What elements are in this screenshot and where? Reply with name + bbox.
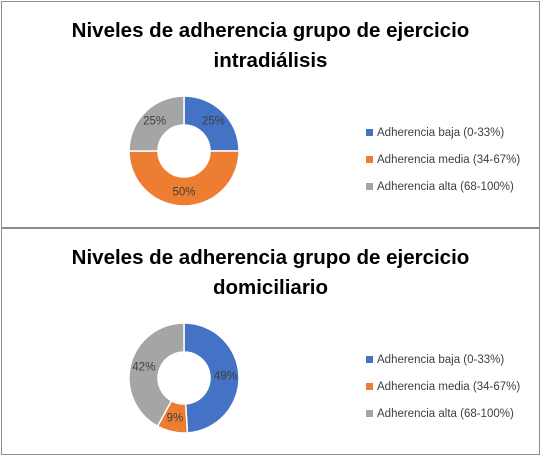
legend-label: Adherencia baja (0-33%) [377, 353, 505, 366]
chart-legend: Adherencia baja (0-33%) Adherencia media… [366, 119, 520, 200]
slice-adherencia-alta [128, 322, 185, 428]
chart-title-line-2: domiciliario [212, 276, 329, 299]
donut-chart: 49% 9% 42% [128, 322, 240, 434]
legend-swatch [366, 156, 373, 163]
chart-title-line-1: Niveles de adherencia grupo de ejercicio [71, 19, 470, 42]
legend-swatch [366, 129, 373, 136]
chart-panel-domiciliario: Niveles de adherencia grupo de ejercicio… [1, 228, 540, 455]
data-label-adherencia-baja: 25% [202, 116, 225, 128]
data-label-adherencia-media: 9% [167, 413, 184, 425]
legend-item-alta: Adherencia alta (68-100%) [366, 400, 520, 427]
chart-title-line-2: intradiálisis [213, 49, 328, 72]
data-label-adherencia-alta: 42% [132, 362, 155, 374]
chart-panel-intradialisis: Niveles de adherencia grupo de ejercicio… [1, 1, 540, 228]
legend-item-alta: Adherencia alta (68-100%) [366, 173, 520, 200]
slice-adherencia-alta [128, 95, 185, 152]
legend-item-baja: Adherencia baja (0-33%) [366, 119, 520, 146]
legend-label: Adherencia media (34-67%) [377, 380, 521, 393]
data-label-adherencia-media: 50% [172, 187, 195, 199]
donut-chart: 25% 50% 25% [128, 95, 240, 207]
legend-swatch [366, 410, 373, 417]
chart-title: Niveles de adherencia grupo de ejercicio… [2, 243, 539, 303]
chart-title: Niveles de adherencia grupo de ejercicio… [2, 16, 539, 76]
slice-adherencia-baja [183, 322, 240, 434]
legend-swatch [366, 183, 373, 190]
chart-title-line-1: Niveles de adherencia grupo de ejercicio [71, 246, 470, 269]
data-label-adherencia-baja: 49% [214, 371, 237, 383]
legend-swatch [366, 383, 373, 390]
legend-item-media: Adherencia media (34-67%) [366, 373, 520, 400]
chart-legend: Adherencia baja (0-33%) Adherencia media… [366, 346, 520, 427]
legend-item-media: Adherencia media (34-67%) [366, 146, 520, 173]
legend-label: Adherencia alta (68-100%) [377, 180, 514, 193]
legend-label: Adherencia baja (0-33%) [377, 126, 505, 139]
slice-adherencia-media [128, 150, 240, 207]
legend-label: Adherencia alta (68-100%) [377, 407, 514, 420]
legend-label: Adherencia media (34-67%) [377, 153, 521, 166]
legend-item-baja: Adherencia baja (0-33%) [366, 346, 520, 373]
data-label-adherencia-alta: 25% [143, 116, 166, 128]
legend-swatch [366, 356, 373, 363]
